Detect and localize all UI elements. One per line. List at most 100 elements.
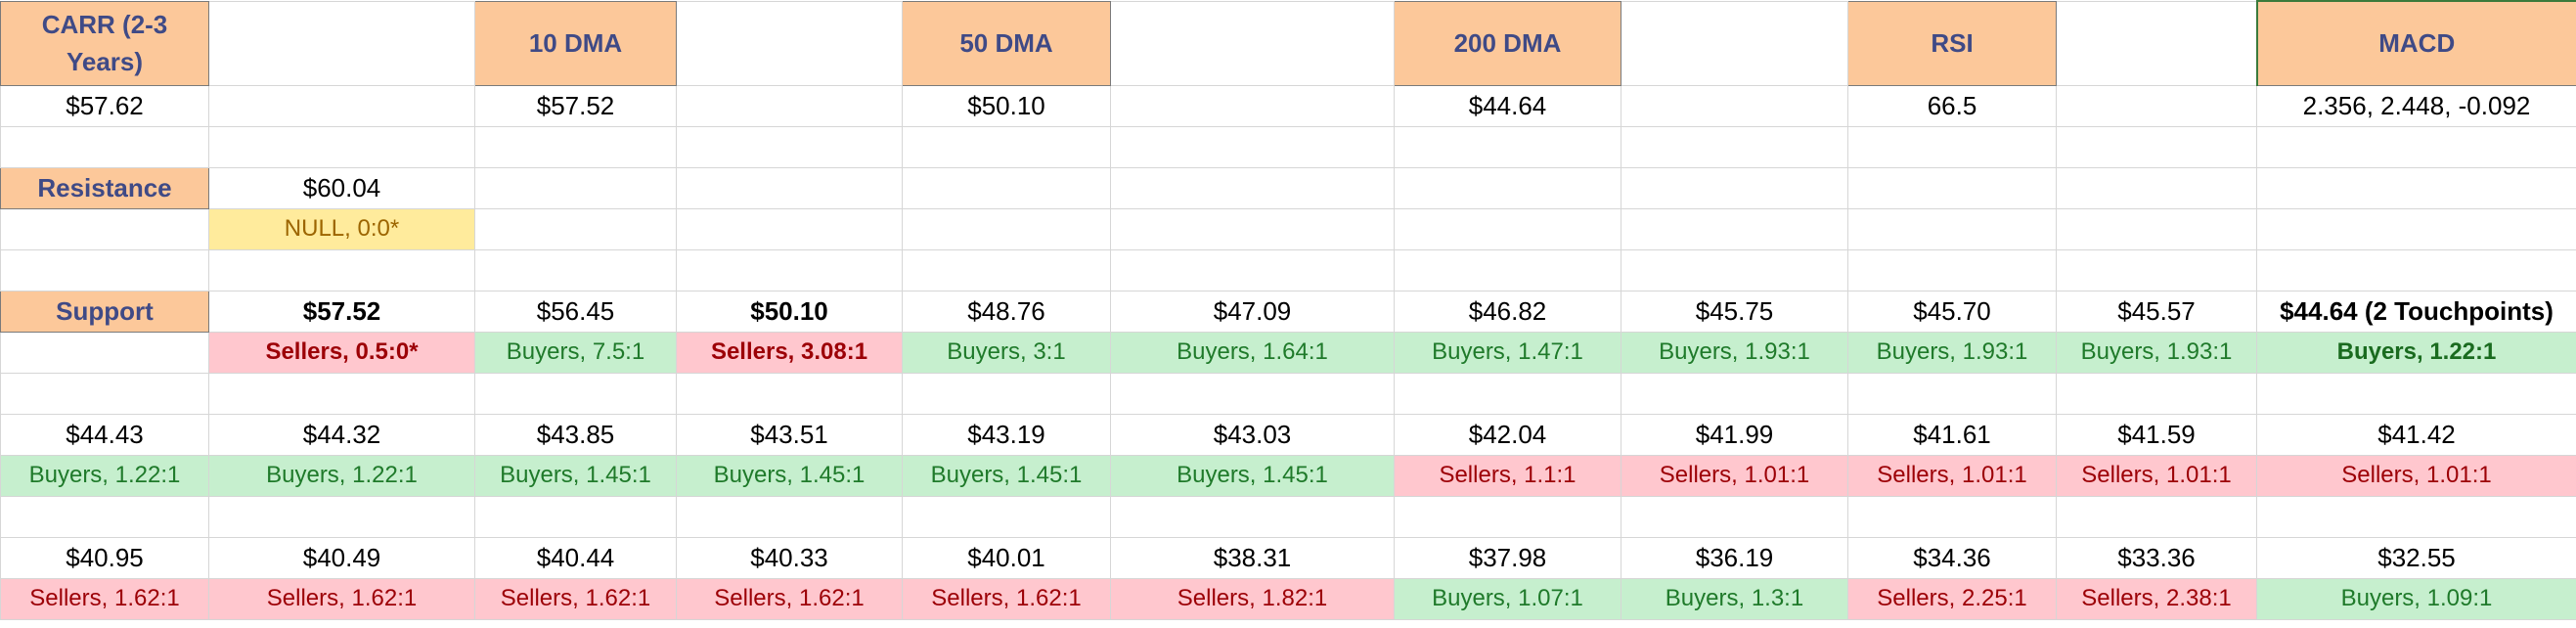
empty-cell[interactable] (1621, 0, 1848, 86)
ratio-cell[interactable]: Sellers, 1.62:1 (208, 577, 475, 620)
support-price[interactable]: $57.52 (208, 290, 475, 333)
resistance-row: Resistance $60.04 (0, 166, 2576, 209)
support-price[interactable]: $40.44 (474, 536, 677, 579)
dma200-header[interactable]: 200 DMA (1394, 0, 1621, 86)
macd-value[interactable]: 2.356, 2.448, -0.092 (2256, 84, 2576, 127)
support-price[interactable]: $56.45 (474, 290, 677, 333)
empty-cell[interactable] (1621, 84, 1848, 127)
ratio-cell[interactable]: Buyers, 1.45:1 (474, 454, 677, 497)
empty-cell[interactable] (1110, 0, 1395, 86)
support-price[interactable]: $44.43 (0, 413, 209, 456)
ratio-cell[interactable]: Buyers, 7.5:1 (474, 331, 677, 374)
support-ratio-row-2: Buyers, 1.22:1 Buyers, 1.22:1 Buyers, 1.… (0, 454, 2576, 497)
empty-cell[interactable] (208, 84, 475, 127)
support-price[interactable]: $40.01 (902, 536, 1111, 579)
support-price[interactable]: $46.82 (1394, 290, 1621, 333)
ratio-cell[interactable]: Buyers, 1.07:1 (1394, 577, 1621, 620)
ratio-cell[interactable]: Sellers, 1.62:1 (676, 577, 903, 620)
empty-cell[interactable] (676, 0, 903, 86)
support-price[interactable]: $44.64 (2 Touchpoints) (2256, 290, 2576, 333)
empty-cell[interactable] (1110, 84, 1395, 127)
ratio-cell[interactable]: Sellers, 1.62:1 (902, 577, 1111, 620)
ratio-cell[interactable]: Sellers, 1.62:1 (0, 577, 209, 620)
rsi-header[interactable]: RSI (1847, 0, 2057, 86)
support-label[interactable]: Support (0, 290, 209, 333)
spacer-row (0, 248, 2576, 292)
ratio-cell[interactable]: Buyers, 1.22:1 (2256, 331, 2576, 374)
ratio-cell[interactable]: Buyers, 1.93:1 (2056, 331, 2257, 374)
support-price[interactable]: $43.51 (676, 413, 903, 456)
dma50-header[interactable]: 50 DMA (902, 0, 1111, 86)
support-price[interactable]: $42.04 (1394, 413, 1621, 456)
rsi-value[interactable]: 66.5 (1847, 84, 2057, 127)
ratio-cell[interactable]: Buyers, 1.47:1 (1394, 331, 1621, 374)
empty-cell[interactable] (2056, 84, 2257, 127)
ratio-cell[interactable]: Buyers, 1.45:1 (902, 454, 1111, 497)
empty-cell[interactable] (676, 84, 903, 127)
support-ratio-row-3: Sellers, 1.62:1 Sellers, 1.62:1 Sellers,… (0, 577, 2576, 620)
dma10-value[interactable]: $57.52 (474, 84, 677, 127)
support-row-2: $44.43 $44.32 $43.85 $43.51 $43.19 $43.0… (0, 413, 2576, 456)
empty-cell[interactable] (208, 0, 475, 86)
support-price[interactable]: $34.36 (1847, 536, 2057, 579)
support-price[interactable]: $41.61 (1847, 413, 2057, 456)
spacer-row (0, 125, 2576, 168)
support-price[interactable]: $43.03 (1110, 413, 1395, 456)
ratio-cell[interactable]: Buyers, 1.64:1 (1110, 331, 1395, 374)
ratio-cell[interactable]: Buyers, 1.45:1 (676, 454, 903, 497)
ratio-cell[interactable]: Buyers, 3:1 (902, 331, 1111, 374)
dma10-header[interactable]: 10 DMA (474, 0, 677, 86)
ratio-cell[interactable]: Sellers, 3.08:1 (676, 331, 903, 374)
ratio-cell[interactable]: Sellers, 0.5:0* (208, 331, 475, 374)
ratio-cell[interactable]: Sellers, 1.01:1 (2256, 454, 2576, 497)
empty-cell[interactable] (2056, 0, 2257, 86)
ratio-cell[interactable]: Buyers, 1.09:1 (2256, 577, 2576, 620)
carr-value[interactable]: $57.62 (0, 84, 209, 127)
support-price[interactable]: $41.59 (2056, 413, 2257, 456)
support-row-3: $40.95 $40.49 $40.44 $40.33 $40.01 $38.3… (0, 536, 2576, 579)
support-price[interactable]: $40.33 (676, 536, 903, 579)
ratio-cell[interactable]: Buyers, 1.3:1 (1621, 577, 1848, 620)
dma50-value[interactable]: $50.10 (902, 84, 1111, 127)
support-price[interactable]: $45.75 (1621, 290, 1848, 333)
resistance-price[interactable]: $60.04 (208, 166, 475, 209)
ratio-cell[interactable]: Sellers, 1.62:1 (474, 577, 677, 620)
resistance-ratio[interactable]: NULL, 0:0* (208, 207, 475, 250)
spacer-row (0, 495, 2576, 538)
macd-header[interactable]: MACD (2255, 0, 2576, 86)
support-price[interactable]: $44.32 (208, 413, 475, 456)
ratio-cell[interactable]: Sellers, 2.25:1 (1847, 577, 2057, 620)
support-price[interactable]: $41.99 (1621, 413, 1848, 456)
ratio-cell[interactable]: Sellers, 1.82:1 (1110, 577, 1395, 620)
support-price[interactable]: $45.70 (1847, 290, 2057, 333)
ratio-cell[interactable]: Buyers, 1.22:1 (208, 454, 475, 497)
support-price[interactable]: $36.19 (1621, 536, 1848, 579)
support-price[interactable]: $47.09 (1110, 290, 1395, 333)
support-price[interactable]: $40.95 (0, 536, 209, 579)
ratio-cell[interactable]: Sellers, 1.01:1 (2056, 454, 2257, 497)
ratio-cell[interactable]: Buyers, 1.93:1 (1621, 331, 1848, 374)
ratio-cell[interactable]: Buyers, 1.22:1 (0, 454, 209, 497)
support-price[interactable]: $37.98 (1394, 536, 1621, 579)
ratio-cell[interactable]: Buyers, 1.45:1 (1110, 454, 1395, 497)
ratio-cell[interactable]: Sellers, 1.01:1 (1621, 454, 1848, 497)
ratio-cell[interactable]: Sellers, 1.1:1 (1394, 454, 1621, 497)
support-price[interactable]: $32.55 (2256, 536, 2576, 579)
support-price[interactable]: $38.31 (1110, 536, 1395, 579)
support-price[interactable]: $45.57 (2056, 290, 2257, 333)
ratio-cell[interactable]: Sellers, 1.01:1 (1847, 454, 2057, 497)
resistance-label[interactable]: Resistance (0, 166, 209, 209)
support-price[interactable]: $40.49 (208, 536, 475, 579)
dma200-value[interactable]: $44.64 (1394, 84, 1621, 127)
carr-header[interactable]: CARR (2-3 Years) (0, 0, 209, 86)
ratio-cell[interactable]: Sellers, 2.38:1 (2056, 577, 2257, 620)
support-price[interactable]: $43.19 (902, 413, 1111, 456)
ratio-cell[interactable]: Buyers, 1.93:1 (1847, 331, 2057, 374)
resistance-ratio-row: NULL, 0:0* (0, 207, 2576, 250)
support-price[interactable]: $33.36 (2056, 536, 2257, 579)
support-price[interactable]: $48.76 (902, 290, 1111, 333)
support-price[interactable]: $43.85 (474, 413, 677, 456)
support-price[interactable]: $50.10 (676, 290, 903, 333)
support-price[interactable]: $41.42 (2256, 413, 2576, 456)
support-ratio-row-1: Sellers, 0.5:0* Buyers, 7.5:1 Sellers, 3… (0, 331, 2576, 374)
